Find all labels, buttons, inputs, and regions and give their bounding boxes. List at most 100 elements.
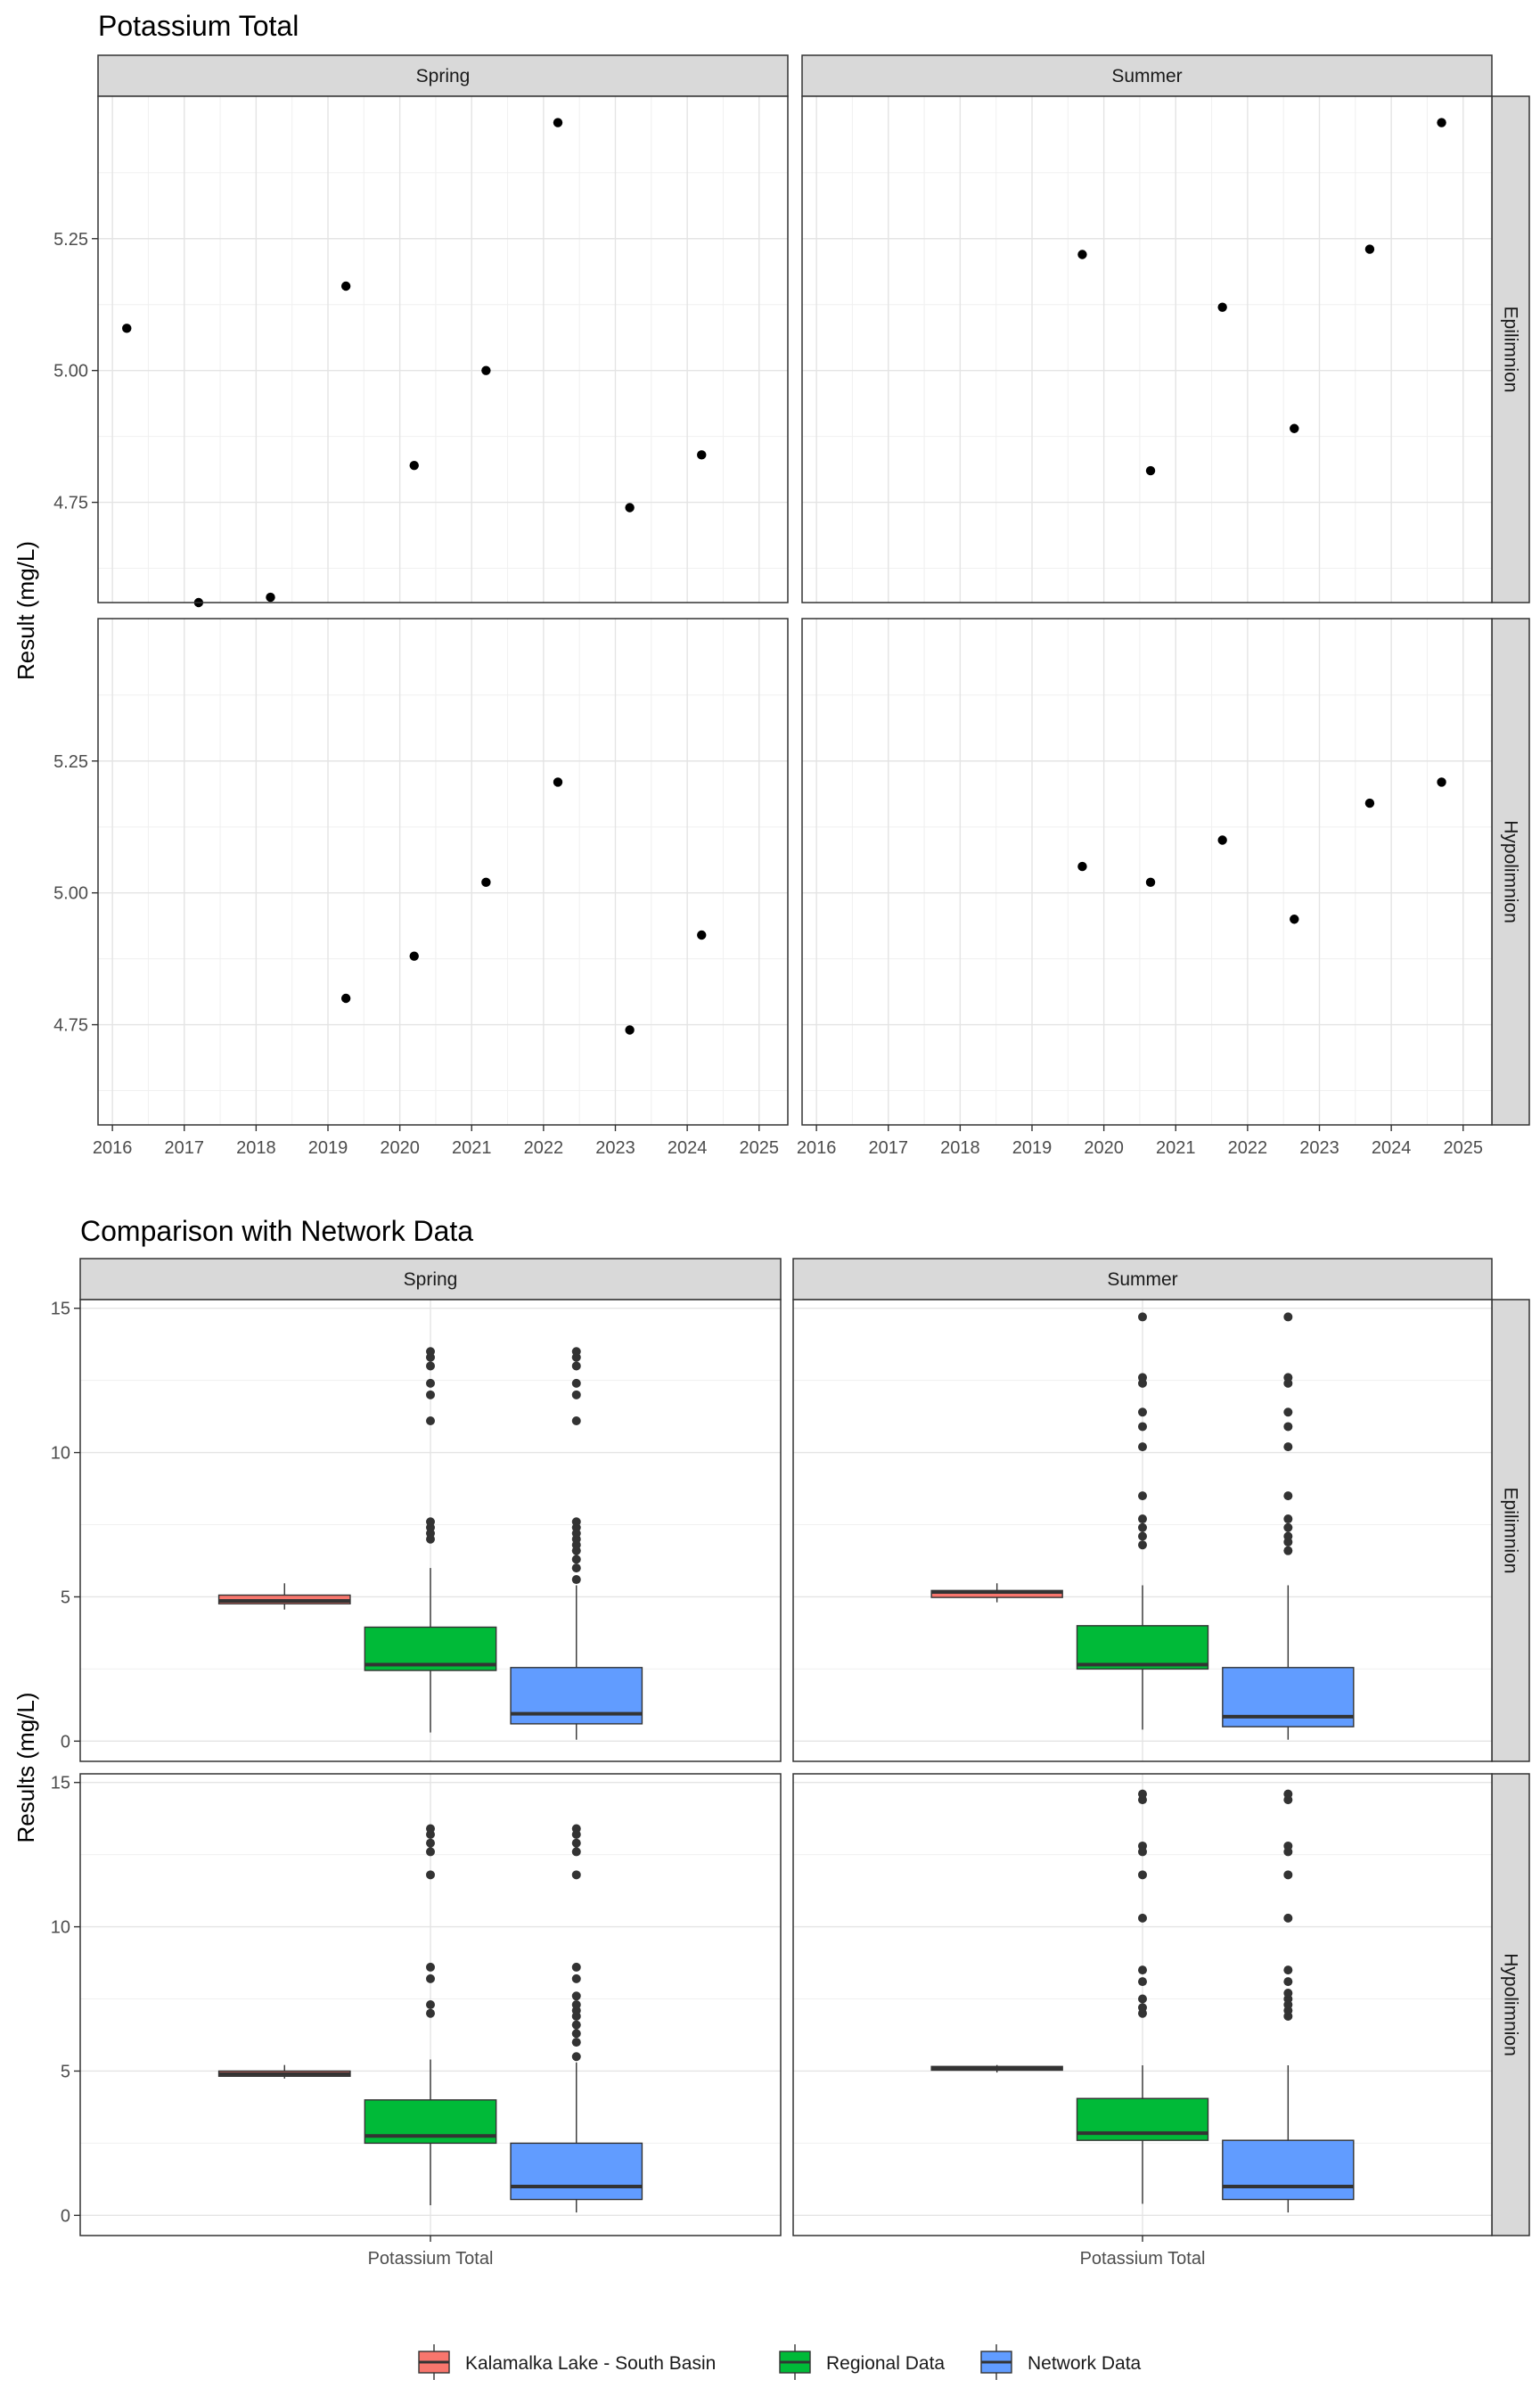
outlier-point [1138,1531,1147,1541]
outlier-point [571,1575,581,1585]
outlier-point [426,1361,435,1371]
x-tick-label: 2023 [1299,1138,1339,1158]
box-network-data [510,1347,643,1740]
box-regional-data [364,1347,497,1733]
outlier-point [571,1824,581,1834]
facet-strip-epilimnion [1491,95,1530,603]
x-tick-label: 2020 [1084,1138,1124,1158]
data-point [1364,798,1375,808]
outlier-point [1138,1422,1147,1432]
outlier-point [1138,1870,1147,1880]
outlier-point [1283,1422,1293,1432]
outlier-point [1283,1989,1293,1998]
outlier-point [426,1378,435,1388]
outlier-point [571,1563,581,1573]
panel-border [801,95,1493,603]
box-network-data [510,1824,643,2213]
x-tick-label: 2024 [668,1138,708,1158]
outlier-point [571,1361,581,1371]
data-point [122,324,132,333]
outlier-point [426,1347,435,1357]
outlier-point [426,1870,435,1880]
y-tick-label: 5.00 [53,362,88,382]
box-regional-data [364,1824,497,2206]
y-tick-label: 15 [51,1774,70,1793]
outlier-point [426,1847,435,1857]
panel-hypolimnion-spring [79,1773,782,2236]
outlier-point [1138,1373,1147,1383]
x-tick-label: 2016 [93,1138,133,1158]
data-point [697,450,707,460]
panel-background [98,96,788,603]
y-tick-label: 4.75 [53,1016,88,1036]
outlier-point [426,2008,435,2018]
outlier-point [426,1962,435,1972]
outlier-point [571,1378,581,1388]
box-kalamalka-lake-south-basin [217,1583,351,1610]
facet-strip-label: Summer [1107,1269,1177,1290]
outlier-point [571,1555,581,1564]
panel-border [97,95,789,603]
facet-strip-label: Epilimnion [1501,1488,1521,1574]
box-kalamalka-lake-south-basin [930,2064,1063,2073]
x-tick-label: 2022 [1228,1138,1268,1158]
outlier-point [1283,1522,1293,1532]
y-tick-label: 0 [61,1732,70,1752]
facet-strip-hypolimnion [1491,618,1530,1126]
outlier-point [571,2038,581,2047]
panel-border [792,1299,1493,1762]
outlier-point [1283,1977,1293,1987]
panel-hypolimnion-summer [801,618,1493,1126]
outlier-point [1138,1407,1147,1417]
box-iqr [1222,2139,1355,2201]
panel-border [97,618,789,1126]
panel-epilimnion-summer [801,95,1493,603]
x-tick-label: 2017 [869,1138,909,1158]
outlier-point [1138,1312,1147,1322]
box-network-data [1222,1312,1355,1740]
network-comparison-boxplot: Comparison with Network Data Spring Summer… [12,1215,1530,2380]
data-point [1217,835,1227,845]
outlier-point [1283,1442,1293,1452]
y-axis-title: Results (mg/L) [12,1692,39,1842]
x-tick-label: 2018 [236,1138,276,1158]
panel-border [801,618,1493,1126]
box-kalamalka-lake-south-basin [930,1583,1063,1603]
outlier-point [1138,1540,1147,1550]
outlier-point [426,1973,435,1983]
outlier-point [426,1838,435,1848]
panel-epilimnion-spring [97,95,789,608]
x-tick-label: 2021 [1156,1138,1196,1158]
outlier-point [1283,1841,1293,1850]
panel-background [98,619,788,1125]
x-tick-label: 2024 [1372,1138,1412,1158]
data-point [1364,244,1375,254]
outlier-point [1283,1531,1293,1541]
outlier-point [571,1390,581,1399]
outlier-point [1138,1841,1147,1850]
outlier-point [1283,1491,1293,1501]
panel-hypolimnion-summer [792,1773,1493,2236]
box-kalamalka-lake-south-basin [217,2064,351,2079]
facet-strip-epilimnion [1491,1299,1530,1762]
outlier-point [1283,1312,1293,1322]
outlier-point [571,1870,581,1880]
data-point [409,460,419,471]
chart-title: Potassium Total [98,10,299,42]
box-iqr [510,2142,643,2201]
facet-strip-spring [97,54,789,97]
outlier-point [1283,1913,1293,1923]
box-regional-data [1076,1789,1209,2204]
panel-background [802,619,1492,1125]
outlier-point [571,2029,581,2039]
outlier-point [1138,1977,1147,1987]
outlier-point [1138,1491,1147,1501]
panel-hypolimnion-spring [97,618,789,1126]
outlier-point [1138,1994,1147,2004]
x-tick-label: 2016 [797,1138,837,1158]
outlier-point [571,2052,581,2062]
legend-label: Network Data [1028,2353,1142,2374]
outlier-point [1283,1965,1293,1975]
data-point [625,1025,635,1035]
outlier-point [571,1991,581,2001]
